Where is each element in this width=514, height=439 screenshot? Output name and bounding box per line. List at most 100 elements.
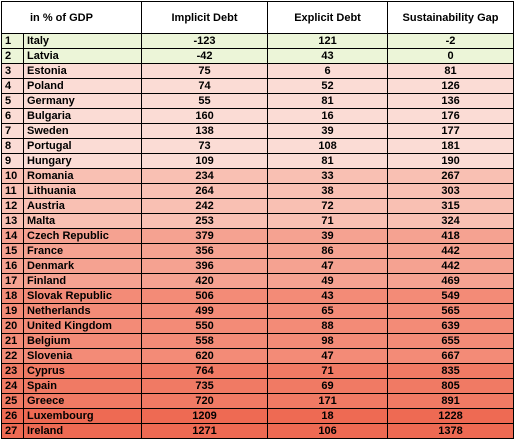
header-unit: in % of GDP [0, 1, 143, 34]
explicit-debt-cell: 16 [267, 108, 389, 124]
implicit-debt-cell: 160 [141, 108, 269, 124]
sustainability-gap-cell: 136 [387, 93, 514, 109]
table-row: 4 Poland 74 52 126 [1, 78, 514, 94]
table-row: 2 Latvia -42 43 0 [1, 48, 514, 64]
implicit-debt-cell: 109 [141, 153, 269, 169]
explicit-debt-cell: 47 [267, 258, 389, 274]
sustainability-gap-cell: 177 [387, 123, 514, 139]
rank-cell: 27 [1, 423, 24, 439]
implicit-debt-cell: 499 [141, 303, 269, 319]
explicit-debt-cell: 39 [267, 228, 389, 244]
table-row: 15 France 356 86 442 [1, 243, 514, 259]
rank-cell: 9 [1, 153, 24, 169]
explicit-debt-cell: 108 [267, 138, 389, 154]
table-row: 7 Sweden 138 39 177 [1, 123, 514, 139]
table-row: 21 Belgium 558 98 655 [1, 333, 514, 349]
table-row: 8 Portugal 73 108 181 [1, 138, 514, 154]
rank-cell: 18 [1, 288, 24, 304]
rank-cell: 8 [1, 138, 24, 154]
implicit-debt-cell: 356 [141, 243, 269, 259]
sustainability-gap-cell: 805 [387, 378, 514, 394]
table-row: 1 Italy -123 121 -2 [1, 33, 514, 49]
country-cell: Denmark [22, 258, 143, 274]
sustainability-gap-cell: 835 [387, 363, 514, 379]
rank-cell: 26 [1, 408, 24, 424]
rank-cell: 20 [1, 318, 24, 334]
implicit-debt-cell: 264 [141, 183, 269, 199]
rank-cell: 11 [1, 183, 24, 199]
explicit-debt-cell: 6 [267, 63, 389, 79]
rank-cell: 3 [1, 63, 24, 79]
sustainability-gap-cell: 0 [387, 48, 514, 64]
table-row: 18 Slovak Republic 506 43 549 [1, 288, 514, 304]
table-row: 26 Luxembourg 1209 18 1228 [1, 408, 514, 424]
country-cell: Belgium [22, 333, 143, 349]
country-cell: Netherlands [22, 303, 143, 319]
implicit-debt-cell: 620 [141, 348, 269, 364]
rank-cell: 5 [1, 93, 24, 109]
rank-cell: 22 [1, 348, 24, 364]
table-row: 16 Denmark 396 47 442 [1, 258, 514, 274]
header-explicit-debt: Explicit Debt [267, 1, 389, 34]
explicit-debt-cell: 43 [267, 288, 389, 304]
explicit-debt-cell: 98 [267, 333, 389, 349]
country-cell: Greece [22, 393, 143, 409]
rank-cell: 19 [1, 303, 24, 319]
implicit-debt-cell: 1209 [141, 408, 269, 424]
implicit-debt-cell: -42 [141, 48, 269, 64]
rank-cell: 14 [1, 228, 24, 244]
header-implicit-debt: Implicit Debt [141, 1, 269, 34]
country-cell: Spain [22, 378, 143, 394]
country-cell: Cyprus [22, 363, 143, 379]
sustainability-gap-cell: 418 [387, 228, 514, 244]
sustainability-gap-cell: 176 [387, 108, 514, 124]
country-cell: Poland [22, 78, 143, 94]
country-cell: Slovenia [22, 348, 143, 364]
header-row: in % of GDP Implicit Debt Explicit Debt … [0, 1, 514, 34]
table-row: 25 Greece 720 171 891 [1, 393, 514, 409]
country-cell: Latvia [22, 48, 143, 64]
table-row: 12 Austria 242 72 315 [1, 198, 514, 214]
implicit-debt-cell: 720 [141, 393, 269, 409]
explicit-debt-cell: 121 [267, 33, 389, 49]
table-row: 23 Cyprus 764 71 835 [1, 363, 514, 379]
sustainability-gap-cell: 324 [387, 213, 514, 229]
explicit-debt-cell: 81 [267, 153, 389, 169]
country-cell: Hungary [22, 153, 143, 169]
implicit-debt-cell: 764 [141, 363, 269, 379]
explicit-debt-cell: 33 [267, 168, 389, 184]
country-cell: Finland [22, 273, 143, 289]
table-row: 27 Ireland 1271 106 1378 [1, 423, 514, 439]
explicit-debt-cell: 43 [267, 48, 389, 64]
sustainability-gap-cell: 667 [387, 348, 514, 364]
country-cell: Bulgaria [22, 108, 143, 124]
explicit-debt-cell: 69 [267, 378, 389, 394]
table-row: 14 Czech Republic 379 39 418 [1, 228, 514, 244]
sustainability-gap-cell: 655 [387, 333, 514, 349]
rank-cell: 6 [1, 108, 24, 124]
sustainability-gap-cell: 190 [387, 153, 514, 169]
implicit-debt-cell: 420 [141, 273, 269, 289]
sustainability-gap-cell: 315 [387, 198, 514, 214]
table-row: 19 Netherlands 499 65 565 [1, 303, 514, 319]
sustainability-gap-cell: 442 [387, 258, 514, 274]
country-cell: Czech Republic [22, 228, 143, 244]
implicit-debt-cell: 55 [141, 93, 269, 109]
implicit-debt-cell: 506 [141, 288, 269, 304]
country-cell: Portugal [22, 138, 143, 154]
implicit-debt-cell: 75 [141, 63, 269, 79]
implicit-debt-cell: 138 [141, 123, 269, 139]
country-cell: Slovak Republic [22, 288, 143, 304]
explicit-debt-cell: 72 [267, 198, 389, 214]
explicit-debt-cell: 106 [267, 423, 389, 439]
implicit-debt-cell: 1271 [141, 423, 269, 439]
explicit-debt-cell: 52 [267, 78, 389, 94]
rank-cell: 15 [1, 243, 24, 259]
country-cell: Sweden [22, 123, 143, 139]
table-row: 22 Slovenia 620 47 667 [1, 348, 514, 364]
sustainability-gap-cell: 549 [387, 288, 514, 304]
rank-cell: 25 [1, 393, 24, 409]
sustainability-gap-cell: 469 [387, 273, 514, 289]
country-cell: Lithuania [22, 183, 143, 199]
